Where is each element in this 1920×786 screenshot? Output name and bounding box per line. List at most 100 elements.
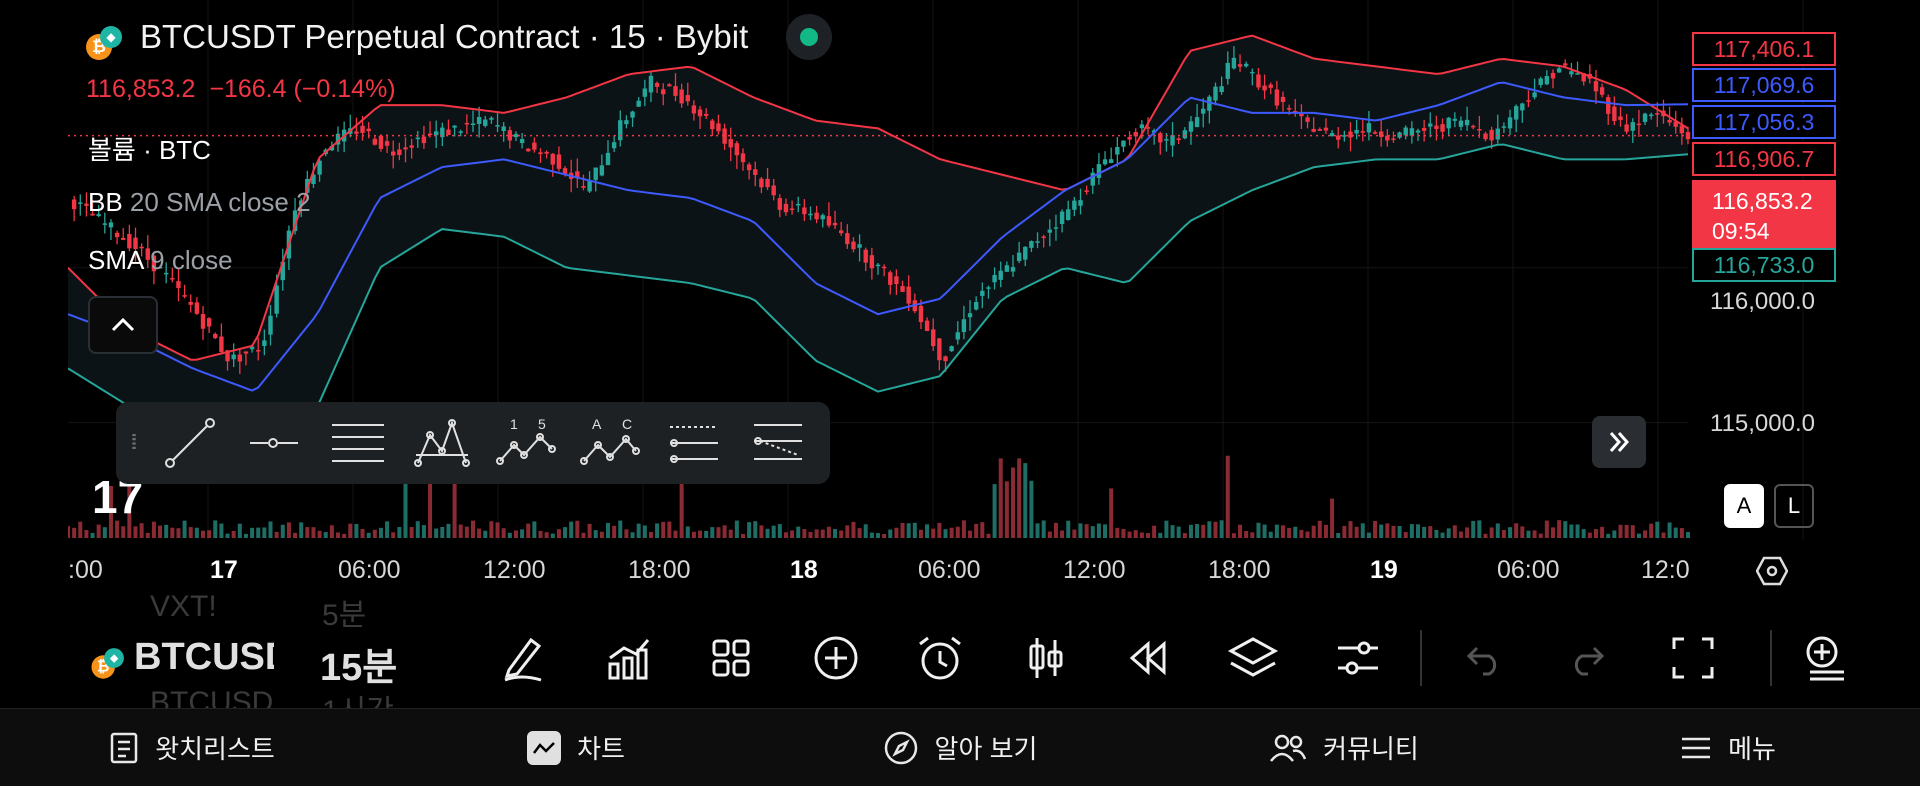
volume-bar	[802, 529, 807, 538]
chart-pane[interactable]	[68, 0, 1852, 600]
ranges-tool[interactable]	[652, 402, 736, 484]
indicators-icon	[608, 639, 650, 680]
volume-bar	[876, 533, 880, 538]
volume-bar	[888, 529, 893, 538]
candle-body	[906, 286, 911, 304]
volume-bar	[305, 527, 310, 538]
volume-bar	[1133, 530, 1138, 538]
redo-button[interactable]	[1560, 630, 1616, 686]
alert-button[interactable]	[912, 630, 968, 686]
chart-type-button[interactable]	[1017, 630, 1073, 686]
candle-body	[200, 314, 206, 329]
sma-legend[interactable]: SMA 9 close	[88, 245, 233, 276]
prediction-tool[interactable]	[736, 402, 820, 484]
draw-tool-button[interactable]	[495, 630, 551, 686]
candle-body	[1299, 112, 1304, 117]
candle-body	[703, 113, 709, 116]
volume-bar	[1391, 525, 1396, 538]
candle-body	[808, 213, 813, 216]
fullscreen-button[interactable]	[1665, 630, 1721, 686]
chevron-up-icon	[111, 317, 135, 332]
volume-bar	[1606, 533, 1611, 538]
fib-retracement-tool[interactable]	[316, 402, 400, 484]
nav-watchlist[interactable]: 왓치리스트	[0, 709, 384, 786]
candle-body	[274, 285, 279, 314]
elliott-correction-tool[interactable]: A C	[568, 402, 652, 484]
volume-bar	[765, 528, 770, 538]
volume-bar	[1176, 526, 1181, 538]
layers-button[interactable]	[1225, 630, 1281, 686]
elliott-impulse-tool[interactable]: 1 5	[484, 402, 568, 484]
nav-label: 메뉴	[1728, 734, 1776, 764]
volume-bar	[1385, 523, 1390, 538]
volume-bar	[1452, 525, 1457, 538]
nav-chart[interactable]: 차트	[384, 709, 768, 786]
volume-bar	[569, 521, 574, 538]
candle-body	[391, 151, 396, 156]
toolbar-divider	[1770, 630, 1772, 686]
candle-body	[1556, 68, 1562, 73]
candle-body	[1256, 74, 1261, 88]
candle-body	[1023, 246, 1028, 260]
nav-menu[interactable]: 메뉴	[1536, 709, 1920, 786]
candle-body	[1004, 265, 1010, 272]
volume-legend[interactable]: 볼륨 · BTC	[88, 130, 211, 167]
volume-bar	[256, 527, 261, 538]
price-chart-canvas[interactable]	[68, 0, 1852, 600]
collapse-legend-button[interactable]	[88, 296, 158, 354]
volume-bar	[1403, 532, 1408, 538]
settings-button[interactable]	[1330, 630, 1386, 686]
price-label-bb-basis: 117,056.3	[1692, 105, 1836, 139]
candle-body	[1538, 78, 1543, 85]
volume-bar	[397, 527, 402, 538]
interval-picker[interactable]: 15분	[320, 647, 398, 689]
market-status-indicator[interactable]	[786, 14, 833, 60]
price-axis[interactable]: 117,406.1 117,069.6 117,056.3 116,906.7 …	[1690, 0, 1850, 600]
volume-bar	[1268, 531, 1273, 538]
symbol-title[interactable]: BTCUSDT Perpetual Contract · 15 · Bybit	[140, 18, 749, 55]
candle-body	[182, 295, 187, 297]
volume-bar	[943, 529, 948, 538]
candle-body	[1145, 127, 1151, 129]
pattern-tool[interactable]	[400, 402, 484, 484]
add-button[interactable]	[808, 630, 864, 686]
candle-body	[1526, 100, 1531, 102]
indicators-button[interactable]	[600, 630, 656, 686]
layout-button[interactable]	[703, 630, 759, 686]
horizontal-ray-tool[interactable]	[232, 402, 316, 484]
candle-body	[1280, 96, 1286, 103]
volume-bar	[630, 532, 635, 538]
bb-legend[interactable]: BB 20 SMA close 2	[88, 187, 311, 218]
chart-settings-icon[interactable]	[1755, 556, 1789, 593]
candle-body	[1268, 84, 1273, 88]
volume-bar	[1238, 524, 1243, 538]
volume-bar	[704, 530, 709, 538]
log-scale-button[interactable]: L	[1774, 484, 1814, 528]
more-tools-button[interactable]	[1800, 630, 1848, 686]
watchlist-icon	[110, 732, 138, 763]
volume-bar	[78, 521, 83, 538]
symbol-picker[interactable]: ₿ ◆ BTCUSDT	[90, 636, 274, 679]
auto-scale-button[interactable]: A	[1724, 484, 1764, 528]
replay-button[interactable]	[1120, 630, 1176, 686]
candle-body	[685, 95, 690, 102]
nav-community[interactable]: 커뮤니티	[1152, 709, 1536, 786]
drag-handle-icon[interactable]: ⁞⁞	[130, 431, 137, 454]
candle-body	[1059, 211, 1065, 224]
volume-bar	[329, 525, 334, 538]
volume-bar	[1225, 455, 1230, 538]
candle-body	[1231, 57, 1237, 69]
candle-body	[845, 233, 850, 245]
volume-bar	[685, 526, 690, 538]
candle-body	[918, 305, 924, 323]
volume-bar	[1299, 529, 1304, 538]
trend-line-icon	[165, 418, 215, 468]
expand-toolbar-button[interactable]	[1592, 416, 1646, 468]
candle-body	[507, 130, 513, 141]
trend-line-tool[interactable]	[148, 402, 232, 484]
undo-button[interactable]	[1455, 630, 1511, 686]
volume-bar	[1686, 532, 1690, 538]
volume-bar	[489, 521, 494, 538]
volume-bar	[661, 521, 666, 538]
nav-explore[interactable]: 알아 보기	[768, 709, 1152, 786]
